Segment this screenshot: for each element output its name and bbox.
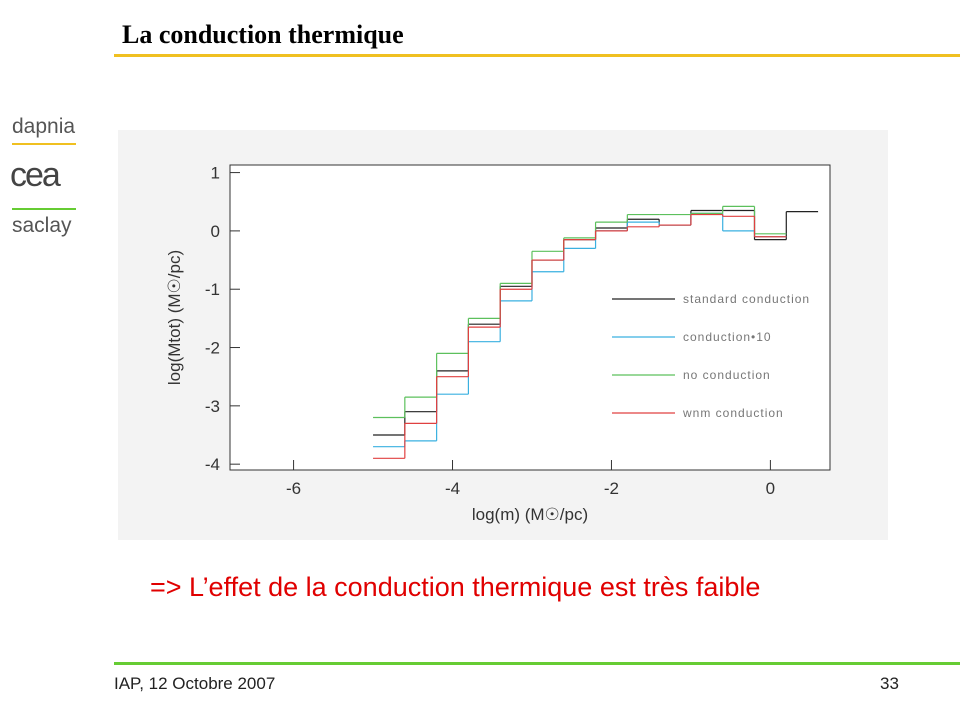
- page-number: 33: [880, 674, 899, 693]
- y-tick-label: -2: [205, 339, 220, 358]
- logo-text: cea: [10, 156, 61, 194]
- title-rule: [114, 54, 960, 57]
- logo-rule: [12, 208, 76, 210]
- x-axis-label: log(m) (M☉/pc): [472, 505, 588, 524]
- y-tick-label: 1: [211, 164, 220, 183]
- statement: => L’effet de la conduction thermique es…: [150, 572, 761, 602]
- chart: -6 -4 -2 0 1 0 -1 -2 -3 -4 log(m) (M☉/pc) log(Mtot)…: [118, 130, 888, 540]
- x-tick-label: -2: [604, 479, 619, 498]
- x-tick-label: -4: [445, 479, 460, 498]
- y-tick-label: -4: [205, 455, 220, 474]
- footer-rule: [114, 662, 960, 665]
- legend-label: no conduction: [683, 368, 771, 382]
- y-axis-label: log(Mtot) (M☉/pc): [165, 250, 184, 385]
- y-tick-label: -3: [205, 397, 220, 416]
- footer-text: IAP, 12 Octobre 2007: [114, 674, 276, 693]
- logo-text: dapnia: [12, 115, 76, 138]
- logo-text: saclay: [12, 214, 72, 237]
- x-tick-label: 0: [766, 479, 775, 498]
- y-tick-label: -1: [205, 280, 220, 299]
- logo-rule: [12, 143, 76, 145]
- legend-label: conduction•10: [683, 330, 772, 344]
- x-tick-label: -6: [286, 479, 301, 498]
- legend-label: standard conduction: [683, 292, 810, 306]
- slide-title: La conduction thermique: [122, 20, 404, 49]
- legend-label: wnm conduction: [682, 406, 784, 420]
- y-tick-label: 0: [211, 222, 220, 241]
